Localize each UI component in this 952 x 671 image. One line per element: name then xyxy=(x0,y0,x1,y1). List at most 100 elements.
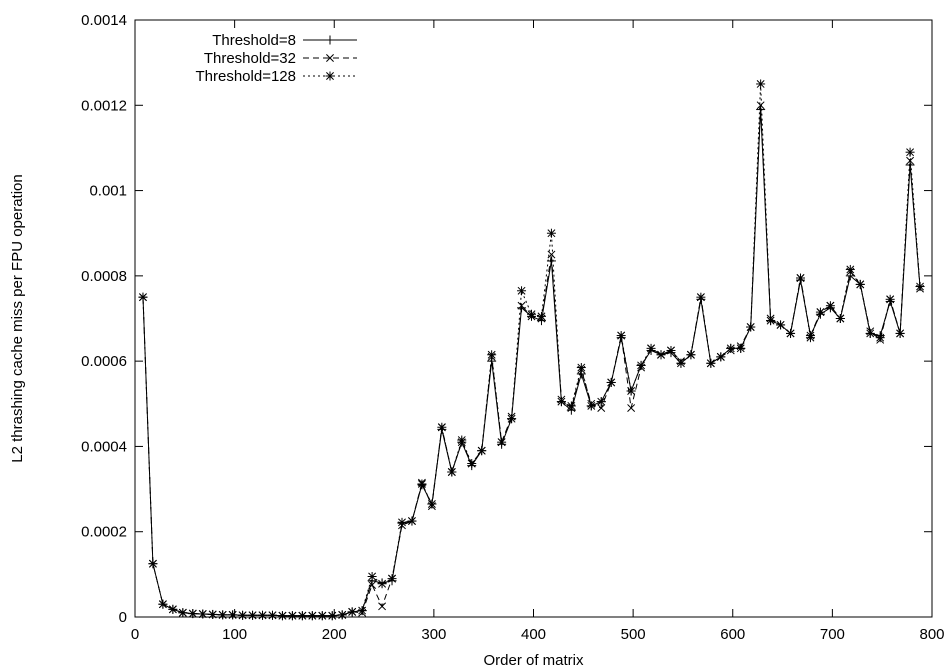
data-point xyxy=(517,303,527,313)
series-1 xyxy=(138,105,925,621)
data-point xyxy=(387,574,397,584)
y-tick-label: 0.0014 xyxy=(81,12,127,29)
x-tick-label: 800 xyxy=(919,626,944,643)
series-line xyxy=(142,109,921,617)
x-tick-label: 500 xyxy=(621,626,646,643)
data-point xyxy=(686,350,696,360)
data-point xyxy=(447,467,457,477)
data-point xyxy=(378,602,387,611)
data-point xyxy=(805,333,815,343)
data-point xyxy=(616,331,626,341)
data-point xyxy=(517,286,527,296)
x-tick-label: 100 xyxy=(222,626,247,643)
data-point xyxy=(627,404,636,413)
data-point xyxy=(198,609,208,619)
data-point xyxy=(248,610,258,620)
data-point xyxy=(317,611,327,621)
data-point xyxy=(327,611,337,621)
data-point xyxy=(815,307,825,317)
series-line xyxy=(142,83,921,617)
data-point xyxy=(626,386,636,396)
data-point xyxy=(277,611,287,621)
legend-marker xyxy=(326,54,334,62)
legend-label: Threshold=32 xyxy=(204,50,296,67)
y-tick-label: 0.0008 xyxy=(81,268,127,285)
data-point xyxy=(597,404,606,413)
data-point xyxy=(646,343,656,353)
data-point xyxy=(148,559,158,569)
y-tick-label: 0.0002 xyxy=(81,524,127,541)
data-point xyxy=(895,328,905,338)
data-point xyxy=(507,414,517,424)
data-point xyxy=(218,610,228,620)
x-tick-label: 400 xyxy=(521,626,546,643)
data-point xyxy=(835,314,845,323)
data-point xyxy=(536,311,546,321)
y-tick-label: 0.0004 xyxy=(81,438,127,455)
data-point xyxy=(606,377,616,387)
data-point xyxy=(696,292,706,302)
y-tick-label: 0.001 xyxy=(89,183,127,200)
data-point xyxy=(188,609,198,619)
x-tick-label: 600 xyxy=(720,626,745,643)
data-point xyxy=(756,101,765,110)
data-point xyxy=(746,322,756,332)
data-point xyxy=(467,458,477,468)
x-tick-label: 0 xyxy=(131,626,139,643)
data-point xyxy=(367,571,377,581)
legend-label: Threshold=8 xyxy=(212,32,296,49)
data-point xyxy=(287,611,297,621)
data-point xyxy=(706,358,716,368)
data-point xyxy=(407,516,417,526)
x-tick-label: 300 xyxy=(421,626,446,643)
y-tick-label: 0.0012 xyxy=(81,97,127,114)
data-point xyxy=(547,250,556,259)
data-point xyxy=(158,599,168,609)
data-point xyxy=(795,273,805,283)
data-point xyxy=(138,292,148,302)
data-point xyxy=(596,397,606,407)
data-point xyxy=(825,301,835,311)
legend-marker xyxy=(325,35,335,45)
x-tick-label: 200 xyxy=(322,626,347,643)
legend-item: Threshold=8 xyxy=(212,32,357,49)
y-axis-label: L2 thrashing cache miss per FPU operatio… xyxy=(9,174,26,462)
data-point xyxy=(726,343,736,353)
data-point xyxy=(885,294,895,304)
data-point xyxy=(357,606,367,616)
data-point xyxy=(905,147,915,157)
y-tick-label: 0 xyxy=(119,609,127,626)
data-point xyxy=(865,328,875,338)
data-point xyxy=(546,228,556,238)
data-point xyxy=(238,610,248,620)
data-point xyxy=(267,610,277,620)
data-point xyxy=(307,611,317,621)
data-point xyxy=(457,435,467,445)
data-point xyxy=(666,345,676,355)
legend-item: Threshold=128 xyxy=(196,68,357,85)
data-point xyxy=(786,328,796,338)
data-point xyxy=(517,301,526,310)
data-point xyxy=(756,79,766,89)
data-point xyxy=(915,282,925,292)
data-point xyxy=(845,264,855,274)
data-point xyxy=(337,610,347,620)
data-point xyxy=(417,479,427,489)
data-point xyxy=(736,343,746,353)
data-point xyxy=(347,607,357,617)
x-tick-label: 700 xyxy=(820,626,845,643)
series-2 xyxy=(139,101,924,620)
data-point xyxy=(527,309,537,319)
data-point xyxy=(566,401,576,411)
data-point xyxy=(556,397,566,407)
data-point xyxy=(487,350,497,360)
data-point xyxy=(477,446,487,456)
legend-item: Threshold=32 xyxy=(204,50,357,67)
data-point xyxy=(178,608,188,618)
legend-label: Threshold=128 xyxy=(196,68,297,85)
series-line xyxy=(142,105,921,617)
data-point xyxy=(586,401,596,411)
data-point xyxy=(766,316,776,326)
